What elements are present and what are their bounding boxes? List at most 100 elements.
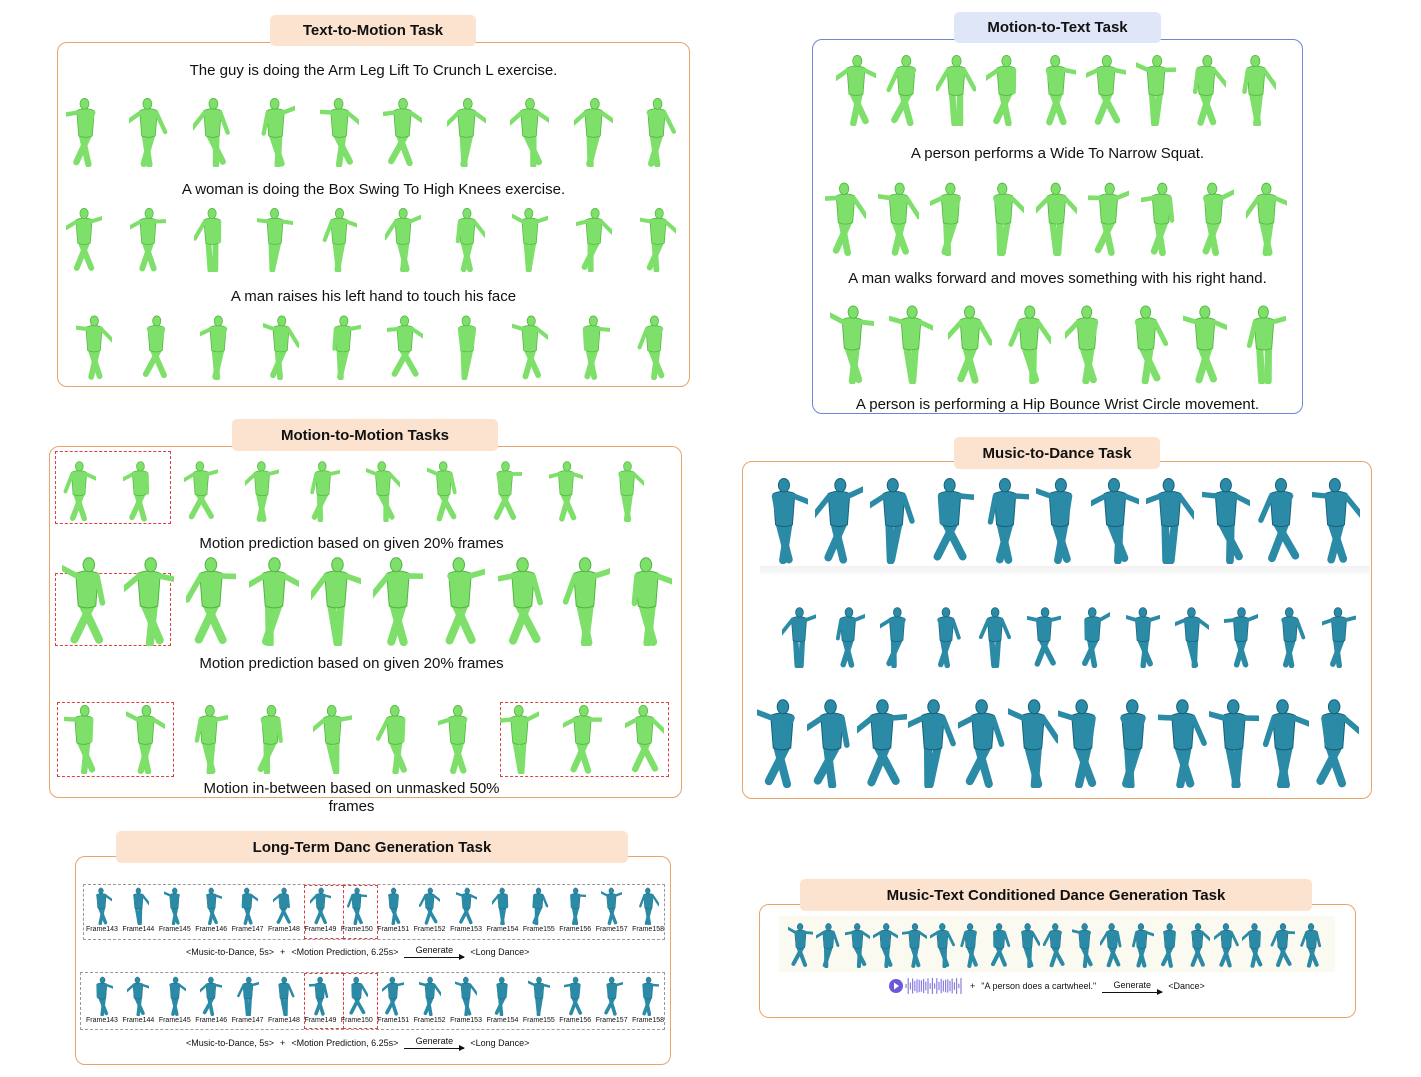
text-to-motion-title: Text-to-Motion Task: [270, 15, 476, 46]
frame-thumbnail: Frame158: [632, 887, 664, 933]
generate-arrow: Generate: [404, 1036, 466, 1051]
frame-label: Frame149: [304, 1017, 337, 1024]
human-figure-icon: [309, 461, 340, 522]
human-figure-icon: [278, 976, 295, 1016]
t2m-caption-2: A woman is doing the Box Swing To High K…: [181, 181, 566, 198]
t2m-strip-2: [66, 205, 676, 272]
human-figure-icon: [491, 887, 509, 925]
human-figure-icon: [1091, 478, 1140, 564]
human-figure-icon: [1035, 478, 1073, 564]
formula-music-to-dance: <Music-to-Dance, 5s>: [186, 946, 275, 957]
human-figure-icon: [562, 704, 602, 774]
human-figure-icon: [929, 923, 955, 968]
audio-waveform-icon: [889, 978, 962, 994]
frame-thumbnail: Frame152: [414, 887, 446, 933]
generate-label: Generate: [1113, 979, 1151, 990]
human-figure-icon: [886, 55, 917, 126]
frame-label: Frame145: [158, 926, 191, 933]
ltd-overlap-box-2b: [343, 973, 378, 1029]
human-figure-icon: [582, 315, 610, 380]
human-figure-icon: [310, 557, 361, 646]
frame-label: Frame151: [377, 926, 410, 933]
frame-label: Frame158: [632, 1017, 664, 1024]
t2m-strip-1: [66, 95, 676, 167]
human-figure-icon: [458, 315, 477, 380]
human-figure-icon: [639, 208, 676, 272]
human-figure-icon: [1213, 923, 1239, 968]
human-figure-icon: [309, 976, 329, 1016]
human-figure-icon: [549, 461, 583, 522]
frame-thumbnail: Frame149: [304, 887, 336, 933]
frame-thumbnail: Frame149: [304, 976, 336, 1024]
frame-thumbnail: Frame152: [414, 976, 446, 1024]
human-figure-icon: [1316, 699, 1359, 788]
formula-motion-prediction: <Motion Prediction, 6.25s>: [291, 946, 399, 957]
human-figure-icon: [194, 704, 228, 774]
human-figure-icon: [132, 887, 149, 925]
human-figure-icon: [618, 461, 644, 522]
generate-arrow: Generate: [1102, 979, 1164, 995]
frame-label: Frame154: [486, 926, 519, 933]
human-figure-icon: [564, 976, 583, 1016]
human-figure-icon: [815, 478, 864, 564]
human-figure-icon: [66, 97, 96, 167]
human-figure-icon: [569, 887, 586, 925]
human-figure-icon: [1088, 182, 1130, 256]
frame-label: Frame157: [595, 926, 628, 933]
human-figure-icon: [186, 557, 237, 644]
human-figure-icon: [947, 305, 992, 384]
human-figure-icon: [1208, 699, 1259, 788]
human-figure-icon: [624, 704, 664, 773]
human-figure-icon: [631, 557, 672, 646]
human-figure-icon: [261, 97, 296, 167]
frame-label: Frame157: [595, 1017, 628, 1024]
frame-label: Frame148: [268, 1017, 300, 1024]
frame-thumbnail: Frame151: [377, 976, 409, 1024]
mtd-plus: +: [970, 981, 976, 991]
frame-thumbnail: Frame150: [341, 976, 373, 1024]
human-figure-icon: [1201, 478, 1250, 564]
unmasked-frames-box-right: [500, 702, 669, 777]
ltd-frames-row-1: Frame143 Frame144 Frame145 Frame146 Frame147…: [86, 887, 664, 933]
human-figure-icon: [1321, 607, 1356, 668]
human-figure-icon: [637, 315, 665, 380]
human-figure-icon: [319, 97, 359, 167]
frame-label: Frame148: [268, 926, 300, 933]
human-figure-icon: [332, 315, 361, 380]
frame-thumbnail: Frame145: [159, 887, 191, 933]
human-figure-icon: [603, 976, 623, 1016]
human-figure-icon: [1086, 55, 1126, 125]
frame-label: Frame151: [377, 1017, 410, 1024]
human-figure-icon: [816, 923, 840, 968]
ltd-formula-2: <Music-to-Dance, 5s> + <Motion Predictio…: [186, 1036, 529, 1051]
human-figure-icon: [164, 887, 181, 925]
human-figure-icon: [129, 97, 168, 167]
human-figure-icon: [979, 607, 1012, 668]
arrow-right-icon: [404, 954, 466, 960]
human-figure-icon: [873, 923, 899, 968]
frame-label: Frame146: [195, 1017, 228, 1024]
human-figure-icon: [901, 923, 927, 968]
human-figure-icon: [455, 887, 477, 925]
frame-label: Frame158: [632, 926, 664, 933]
human-figure-icon: [1058, 699, 1097, 788]
human-figure-icon: [990, 923, 1010, 967]
human-figure-icon: [273, 887, 292, 924]
human-figure-icon: [1223, 607, 1258, 668]
motion-to-motion-title: Motion-to-Motion Tasks: [232, 419, 498, 451]
frame-label: Frame146: [195, 926, 228, 933]
human-figure-icon: [169, 976, 186, 1016]
human-figure-icon: [510, 97, 550, 167]
human-figure-icon: [1311, 478, 1360, 564]
human-figure-icon: [366, 461, 401, 522]
t2m-caption-3: A man raises his left hand to touch his …: [230, 288, 517, 305]
human-figure-icon: [511, 315, 548, 380]
frame-thumbnail: Frame148: [268, 976, 300, 1024]
human-figure-icon: [1270, 923, 1296, 968]
human-figure-icon: [1160, 923, 1176, 968]
motion-to-text-title: Motion-to-Text Task: [954, 12, 1161, 43]
human-figure-icon: [387, 315, 424, 377]
human-figure-icon: [532, 887, 549, 925]
frame-thumbnail: Frame146: [195, 887, 227, 933]
m2m-strip-2: [62, 550, 672, 646]
